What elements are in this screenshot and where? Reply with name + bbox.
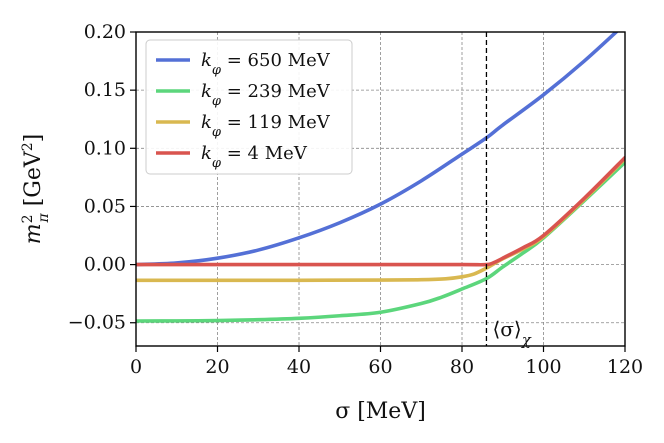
x-tick-label: 20 — [205, 356, 229, 378]
y-tick-label: 0.00 — [84, 254, 126, 276]
y-tick-label: 0.05 — [84, 195, 126, 217]
x-tick-label: 40 — [287, 356, 311, 378]
x-tick-label: 60 — [368, 356, 392, 378]
axis-ticks: 0 20 40 60 80 100 120 −0.05 0.00 0.05 0.10 0.15 0.20 — [68, 21, 643, 378]
series-layer — [136, 32, 625, 323]
y-axis-symbol-sub: π — [36, 212, 52, 223]
vline-label-main: ⟨σ⟩ — [492, 317, 521, 341]
legend-label-4: kφ = 4 MeV — [201, 143, 308, 171]
y-axis-unit-open: [GeV — [21, 150, 46, 213]
y-axis-title: m2π [GeV2] — [20, 134, 52, 245]
x-tick-label: 100 — [525, 356, 561, 378]
y-tick-label: 0.20 — [84, 21, 126, 43]
y-tick-label: 0.10 — [84, 137, 126, 159]
y-axis-unit-close: ] — [21, 134, 46, 143]
x-tick-label: 80 — [450, 356, 474, 378]
vline-label: ⟨σ⟩χ — [492, 317, 531, 349]
x-axis-title: σ [MeV] — [335, 399, 426, 424]
x-tick-label: 0 — [130, 356, 142, 378]
series-line-1 — [136, 32, 619, 267]
y-axis-unit-sup: 2 — [20, 142, 36, 151]
y-axis-symbol: m — [21, 223, 46, 244]
series-line-2 — [136, 160, 625, 323]
y-axis-symbol-sup: 2 — [20, 214, 36, 223]
vline-label-sub: χ — [521, 331, 532, 349]
legend-label-2: kφ = 239 MeV — [201, 81, 331, 109]
y-tick-label: 0.15 — [84, 79, 126, 101]
x-tick-label: 120 — [607, 356, 643, 378]
legend: kφ = 650 MeV kφ = 239 MeV kφ = 119 MeV kφ =… — [145, 39, 353, 175]
legend-label-3: kφ = 119 MeV — [201, 112, 331, 140]
y-tick-label: −0.05 — [68, 312, 126, 334]
legend-box — [145, 39, 353, 175]
legend-label-1: kφ = 650 MeV — [201, 50, 331, 78]
